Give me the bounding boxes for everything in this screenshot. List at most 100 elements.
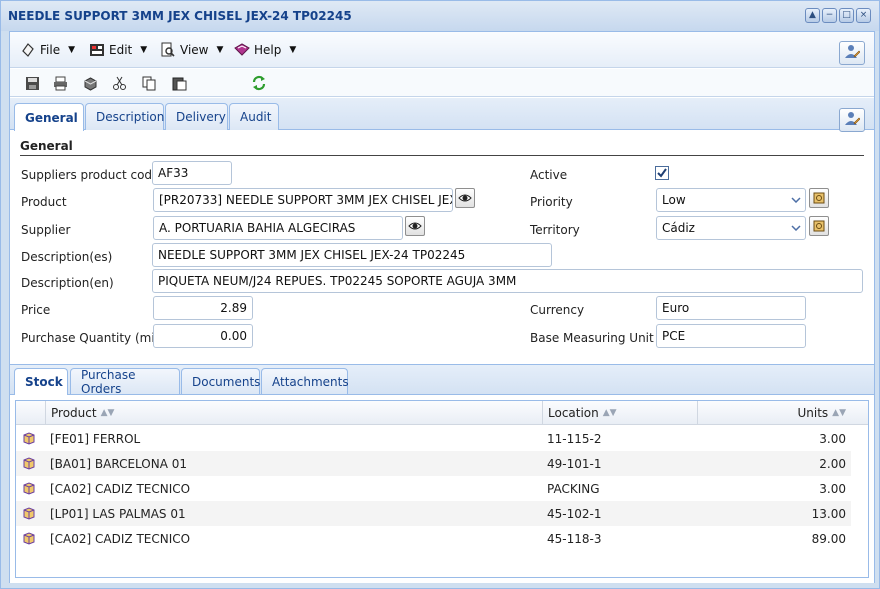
cell-location: 11-115-2 (547, 432, 602, 446)
column-units-label: Units (797, 406, 829, 420)
tab-purchase-orders[interactable]: Purchase Orders (70, 368, 180, 396)
supplier-field[interactable]: A. PORTUARIA BAHIA ALGECIRAS (153, 216, 403, 240)
sort-icon: ▲▼ (602, 408, 617, 418)
chevron-down-icon: ▼ (68, 45, 76, 55)
window-controls: ▲ − □ × (805, 8, 871, 23)
cell-units: 13.00 (811, 507, 846, 521)
currency-field[interactable]: Euro (656, 296, 806, 320)
cell-product: [CA02] CADIZ TECNICO (50, 532, 191, 546)
cut-button[interactable] (110, 74, 128, 92)
cell-location: PACKING (547, 482, 600, 496)
active-checkbox[interactable] (655, 166, 669, 180)
table-row[interactable]: [LP01] LAS PALMAS 01 45-102-1 13.00 (16, 501, 851, 526)
description-en-field[interactable]: PIQUETA NEUM/J24 REPUES. TP02245 SOPORTE… (152, 269, 863, 293)
priority-select[interactable]: Low (656, 188, 806, 212)
cell-product: [LP01] LAS PALMAS 01 (50, 507, 186, 521)
territory-edit-button[interactable] (809, 216, 829, 236)
tab-documents[interactable]: Documents (181, 368, 260, 394)
suppliers-product-code-field[interactable]: AF33 (152, 161, 232, 185)
section-divider (20, 155, 864, 156)
grid-header: Product ▲▼ Location ▲▼ Units ▲▼ (16, 401, 868, 425)
customize-tab-button[interactable] (839, 108, 865, 132)
cell-location: 45-118-3 (547, 532, 602, 546)
package-icon (22, 481, 36, 495)
file-icon (20, 42, 36, 58)
edit-user-icon (844, 110, 861, 130)
tab-delivery[interactable]: Delivery (165, 103, 228, 130)
menu-edit[interactable]: Edit ▼ (89, 42, 147, 58)
chevron-down-icon: ▼ (216, 45, 224, 55)
package-icon (22, 456, 36, 470)
save-icon (25, 76, 39, 90)
tab-description[interactable]: Description (85, 103, 164, 130)
product-field[interactable]: [PR20733] NEEDLE SUPPORT 3MM JEX CHISEL … (153, 188, 453, 212)
menu-file[interactable]: File ▼ (20, 42, 75, 58)
menu-edit-label: Edit (109, 43, 133, 57)
sort-icon: ▲▼ (100, 408, 115, 418)
save-button[interactable] (23, 74, 41, 92)
close-icon: × (859, 10, 868, 20)
column-location[interactable]: Location ▲▼ (542, 401, 697, 425)
archive-button[interactable] (81, 74, 99, 92)
table-row[interactable]: [FE01] FERROL 11-115-2 3.00 (16, 426, 851, 451)
base-measuring-unit-label: Base Measuring Unit (530, 331, 654, 345)
purchase-quantity-label: Purchase Quantity (min) (21, 331, 167, 345)
chevron-down-icon[interactable] (787, 189, 805, 211)
menu-view-label: View (180, 43, 209, 57)
refresh-button[interactable] (250, 74, 268, 92)
paste-icon (172, 77, 186, 90)
copy-icon (142, 76, 155, 90)
menu-help[interactable]: Help ▼ (234, 42, 296, 58)
column-units[interactable]: Units ▲▼ (697, 401, 851, 425)
product-lookup-button[interactable] (455, 188, 475, 208)
territory-select[interactable]: Cádiz (656, 216, 806, 240)
supplier-lookup-button[interactable] (405, 216, 425, 236)
grid-tabstrip: Stock Purchase Orders Documents Attachme… (10, 365, 874, 396)
window-titlebar[interactable]: NEEDLE SUPPORT 3MM JEX CHISEL JEX-24 TP0… (1, 1, 879, 31)
suppliers-product-code-label: Suppliers product code (21, 168, 160, 182)
product-label: Product (21, 195, 67, 209)
description-en-label: Description(en) (21, 276, 114, 290)
purchase-quantity-field[interactable]: 0.00 (153, 324, 253, 348)
chevron-down-icon: ▼ (140, 45, 148, 55)
cell-units: 89.00 (811, 532, 846, 546)
help-book-icon (234, 42, 250, 58)
minimize-button[interactable]: − (822, 8, 837, 23)
print-button[interactable] (51, 74, 69, 92)
menu-view[interactable]: View ▼ (160, 42, 223, 58)
window-title: NEEDLE SUPPORT 3MM JEX CHISEL JEX-24 TP0… (8, 9, 352, 23)
paste-button[interactable] (170, 74, 188, 92)
table-row[interactable]: [CA02] CADIZ TECNICO PACKING 3.00 (16, 476, 851, 501)
base-measuring-unit-field[interactable]: PCE (656, 324, 806, 348)
priority-edit-button[interactable] (809, 188, 829, 208)
chevron-down-icon[interactable] (787, 217, 805, 239)
column-product-label: Product (51, 406, 97, 420)
table-row[interactable]: [CA02] CADIZ TECNICO 45-118-3 89.00 (16, 526, 851, 551)
tab-audit[interactable]: Audit (229, 103, 279, 130)
close-button[interactable]: × (856, 8, 871, 23)
print-icon (53, 76, 67, 90)
column-location-label: Location (548, 406, 599, 420)
section-title: General (20, 139, 73, 153)
window-body: File ▼ Edit ▼ View ▼ He (9, 31, 875, 583)
priority-value: Low (662, 193, 686, 207)
sort-icon: ▲▼ (832, 408, 846, 418)
tab-attachments[interactable]: Attachments (261, 368, 349, 394)
product-supplier-form: General Description Delivery Audit Gener… (10, 98, 874, 360)
collapse-button[interactable]: ▲ (805, 8, 820, 23)
table-row[interactable]: [BA01] BARCELONA 01 49-101-1 2.00 (16, 451, 851, 476)
tab-stock[interactable]: Stock (14, 368, 68, 395)
price-label: Price (21, 303, 51, 317)
cell-product: [BA01] BARCELONA 01 (50, 457, 188, 471)
maximize-button[interactable]: □ (839, 8, 854, 23)
price-field[interactable]: 2.89 (153, 296, 253, 320)
description-es-field[interactable]: NEEDLE SUPPORT 3MM JEX CHISEL JEX-24 TP0… (152, 243, 552, 267)
tab-general[interactable]: General (14, 103, 84, 131)
cell-location: 45-102-1 (547, 507, 602, 521)
column-product[interactable]: Product ▲▼ (45, 401, 542, 425)
copy-button[interactable] (140, 74, 158, 92)
edit-user-icon (844, 43, 861, 63)
chevron-down-icon: ▼ (289, 45, 297, 55)
customize-form-button[interactable] (839, 41, 865, 65)
